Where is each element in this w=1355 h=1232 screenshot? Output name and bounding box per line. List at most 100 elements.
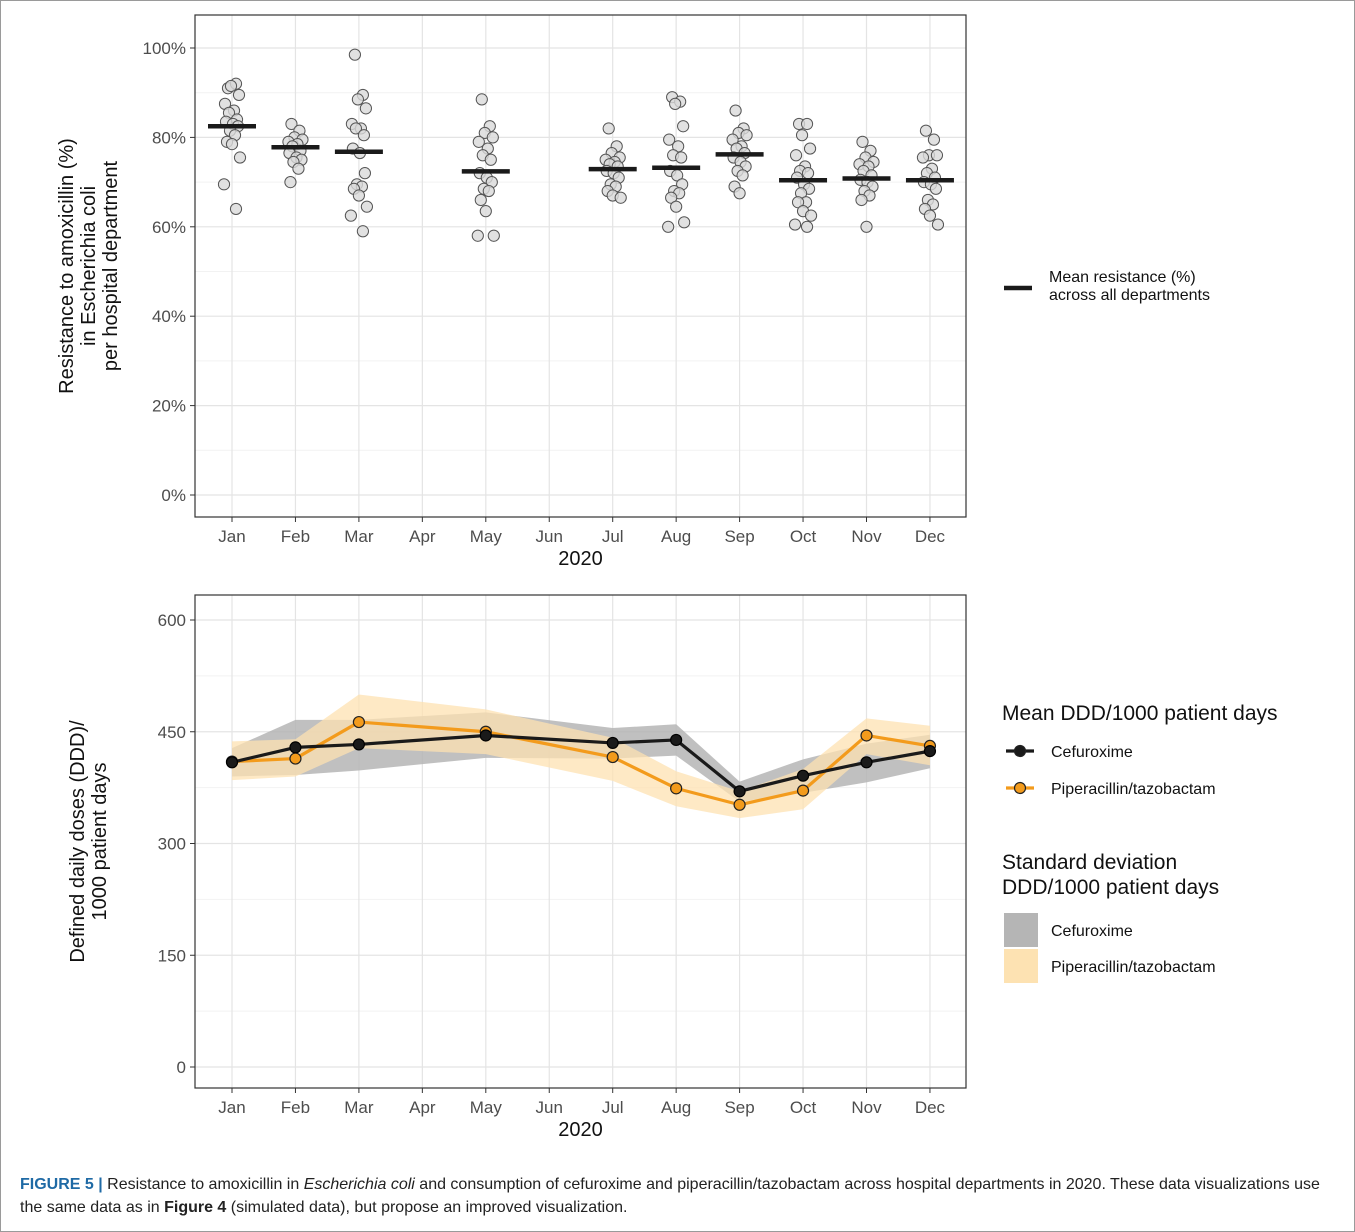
resistance-point xyxy=(474,193,487,207)
resistance-point xyxy=(919,124,933,137)
resistance-point xyxy=(225,138,239,151)
cefuroxime-point xyxy=(860,756,873,769)
panel-a-x-tick-label: Nov xyxy=(851,527,882,546)
panel-a-y-tick-label: 60% xyxy=(152,218,186,237)
panel-b-x-tick-label: Jun xyxy=(536,1098,563,1117)
resistance-point xyxy=(662,220,675,233)
panel-b-x-tick-label: Feb xyxy=(281,1098,310,1117)
resistance-point xyxy=(733,187,746,200)
resistance-point xyxy=(487,229,500,242)
legend-piperacillin-point-key xyxy=(1013,781,1027,795)
resistance-point xyxy=(800,117,814,131)
resistance-point xyxy=(669,97,682,110)
cefuroxime-point xyxy=(289,741,302,754)
panel-b-y-tick-label: 600 xyxy=(158,611,186,630)
resistance-point xyxy=(916,151,930,164)
resistance-point xyxy=(217,178,231,191)
panel-b-x-tick-label: Mar xyxy=(344,1098,374,1117)
legend-mean-title: Mean DDD/1000 patient days xyxy=(1002,702,1278,725)
panel-b-x-tick-label: Jan xyxy=(218,1098,245,1117)
resistance-point xyxy=(358,167,371,180)
legend-mean-resistance-label: Mean resistance (%) xyxy=(1049,269,1196,286)
resistance-point xyxy=(224,79,238,93)
panel-a-x-tick-label: Jun xyxy=(536,527,563,546)
legend-piperacillin-sd-label: Piperacillin/tazobactam xyxy=(1051,959,1216,976)
piperacillin-point xyxy=(733,798,746,811)
panel-b-x-axis-title: 2020 xyxy=(558,1119,603,1141)
piperacillin-sd-band xyxy=(232,694,930,819)
resistance-point xyxy=(356,225,369,238)
resistance-point xyxy=(472,135,485,148)
legend-cefuroxime-sd-key xyxy=(1004,913,1038,947)
resistance-point xyxy=(359,102,372,115)
panel-b-x-tick-label: May xyxy=(470,1098,503,1117)
resistance-point xyxy=(729,104,742,117)
resistance-point xyxy=(800,220,814,233)
resistance-point xyxy=(602,122,615,135)
panel-b-y-axis-title-line: 1000 patient days xyxy=(89,763,111,921)
resistance-point xyxy=(285,117,298,131)
piperacillin-point xyxy=(289,752,302,765)
resistance-point xyxy=(360,200,373,213)
panel-a-y-tick-label: 0% xyxy=(161,486,186,505)
resistance-point xyxy=(801,167,815,180)
caption-text-1: Resistance to amoxicillin in xyxy=(102,1176,304,1193)
resistance-point xyxy=(675,151,688,164)
cefuroxime-point xyxy=(670,733,683,747)
cefuroxime-point xyxy=(733,785,746,798)
resistance-point xyxy=(348,48,361,61)
resistance-point xyxy=(930,149,944,162)
panel-b-x-tick-label: Dec xyxy=(915,1098,946,1117)
panel-b-x-tick-label: Jul xyxy=(602,1098,624,1117)
resistance-point xyxy=(927,133,941,146)
panel-a-x-tick-label: Sep xyxy=(724,527,754,546)
resistance-point xyxy=(795,129,809,142)
resistance-point xyxy=(351,93,364,106)
panel-a-y-axis-title-line: Resistance to amoxicillin (%) xyxy=(56,138,78,394)
legend-cefuroxime-point-key xyxy=(1013,744,1027,758)
cefuroxime-point xyxy=(352,738,365,751)
resistance-point xyxy=(486,131,499,144)
resistance-point xyxy=(232,88,246,102)
panel-a-y-tick-label: 20% xyxy=(152,397,186,416)
panel-b-y-tick-label: 300 xyxy=(158,835,186,854)
resistance-point xyxy=(663,133,676,146)
panel-a-x-tick-label: Feb xyxy=(281,527,310,546)
cefuroxime-point xyxy=(606,736,619,750)
resistance-point xyxy=(614,191,627,204)
panel-a-x-axis-title: 2020 xyxy=(558,548,603,570)
piperacillin-point xyxy=(352,715,365,729)
panel-a-x-tick-label: Dec xyxy=(915,527,946,546)
resistance-point xyxy=(678,216,691,229)
panel-b-y-tick-label: 450 xyxy=(158,723,186,742)
resistance-point xyxy=(471,229,484,242)
resistance-point xyxy=(482,184,495,198)
piperacillin-point xyxy=(796,784,810,797)
resistance-point xyxy=(860,220,873,233)
panel-a-x-tick-label: Oct xyxy=(790,527,817,546)
panel-b-border xyxy=(194,594,967,1089)
legend-sd-title-line: Standard deviation xyxy=(1002,851,1177,874)
panel-b-x-tick-label: Nov xyxy=(851,1098,882,1117)
resistance-point xyxy=(284,176,297,189)
panel-b-y-tick-label: 150 xyxy=(158,946,186,965)
resistance-point xyxy=(923,209,937,222)
legend-mean-resistance-label: across all departments xyxy=(1049,287,1210,304)
resistance-point xyxy=(677,120,690,133)
piperacillin-mean-line xyxy=(231,720,931,807)
resistance-point xyxy=(740,129,753,142)
resistance-point xyxy=(479,205,492,218)
legend-piperacillin-mean-label: Piperacillin/tazobactam xyxy=(1051,781,1216,798)
figure-caption: FIGURE 5 | Resistance to amoxicillin in … xyxy=(20,1173,1335,1219)
cefuroxime-mean-line xyxy=(231,733,931,793)
panel-a-x-tick-label: Apr xyxy=(409,527,436,546)
resistance-point xyxy=(788,218,802,231)
resistance-point xyxy=(475,93,488,106)
resistance-point xyxy=(931,218,945,231)
resistance-point xyxy=(352,189,365,202)
panel-a-border xyxy=(194,14,967,518)
cefuroxime-point xyxy=(796,769,810,782)
piperacillin-point xyxy=(606,750,619,764)
caption-bold-figure-ref: Figure 4 xyxy=(164,1199,227,1216)
